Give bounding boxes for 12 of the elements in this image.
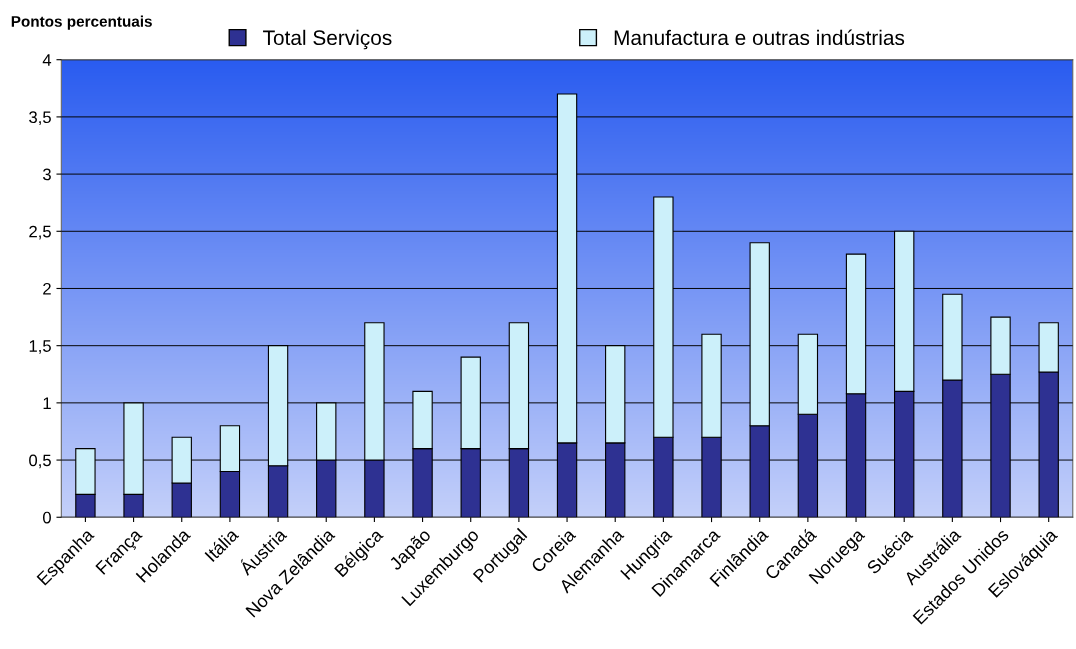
- y-tick-label: 2,5: [29, 225, 51, 240]
- y-tick-label: 0: [42, 511, 51, 524]
- legend-label: Total Serviços: [263, 29, 392, 50]
- y-tick-label: 0,5: [29, 454, 51, 469]
- y-tick-label: 2: [43, 282, 51, 295]
- legend-label: Manufactura e outras indústrias: [614, 29, 905, 46]
- y-tick-label: 3,5: [29, 111, 51, 126]
- y-tick-label: 3: [42, 168, 51, 181]
- y-axis-title: Pontos percentuais: [11, 15, 152, 30]
- y-tick-label: 1: [43, 397, 51, 409]
- y-tick-label: 1,5: [29, 340, 51, 354]
- y-tick-label: 4: [42, 54, 52, 66]
